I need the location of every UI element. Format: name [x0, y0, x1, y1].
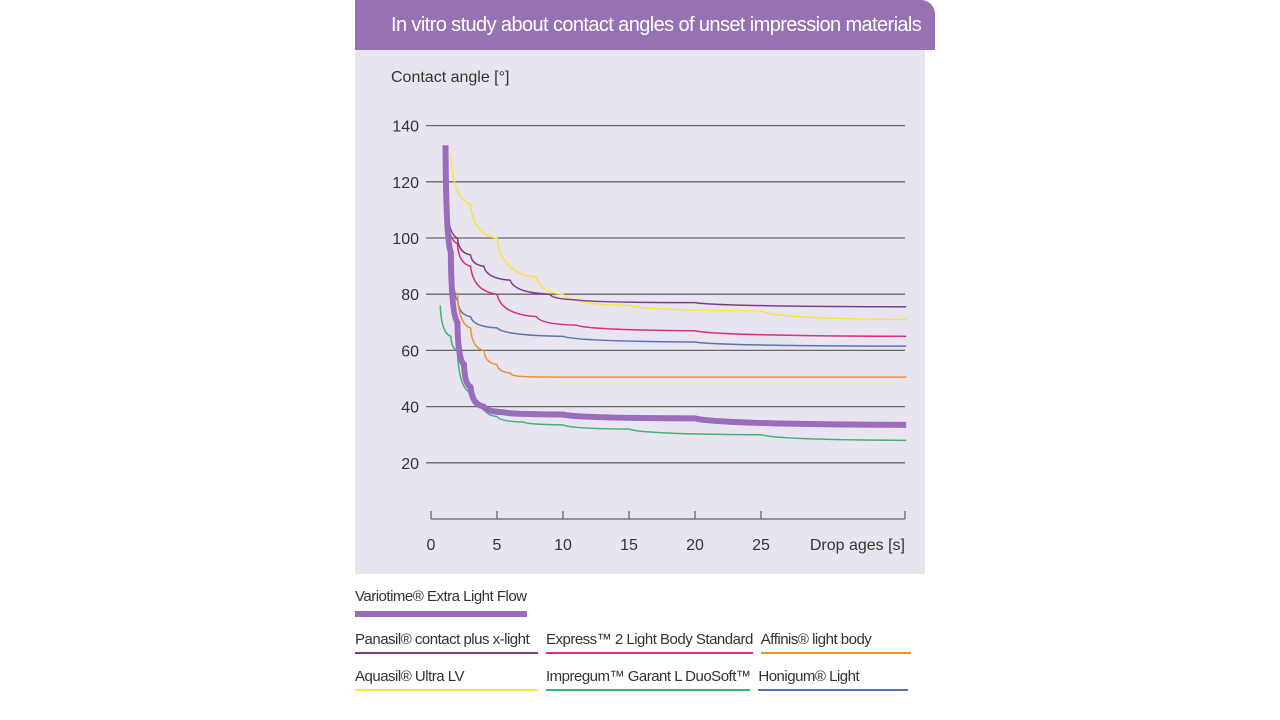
x-tick-label: 5 [493, 537, 502, 554]
legend-label: Variotime® Extra Light Flow [355, 588, 527, 605]
x-tick-label: 0 [427, 537, 436, 554]
series-line-6 [447, 187, 907, 347]
legend-swatch [355, 689, 538, 691]
series-line-1 [446, 201, 907, 308]
y-tick-label: 140 [392, 119, 419, 136]
y-tick-label: 120 [392, 175, 419, 192]
legend-label: Express™ 2 Light Body Standard [546, 631, 753, 648]
x-tick-label: 10 [554, 537, 572, 554]
chart-panel [355, 50, 925, 574]
y-tick-label: 40 [401, 400, 419, 417]
legend-item: Variotime® Extra Light Flow [355, 588, 527, 617]
legend-swatch [546, 652, 753, 654]
legend-swatch [355, 611, 527, 617]
legend-item: Affinis® light body [760, 631, 911, 654]
legend-item: Express™ 2 Light Body Standard [546, 631, 753, 654]
chart-title: In vitro study about contact angles of u… [355, 0, 935, 50]
y-tick-label: 60 [401, 343, 419, 360]
y-tick-label: 20 [401, 456, 419, 473]
y-tick-label: 100 [392, 231, 419, 248]
y-axis-label: Contact angle [°] [391, 69, 509, 86]
legend-item: Aquasil® Ultra LV [355, 668, 538, 691]
legend-row: Aquasil® Ultra LV Impregum™ Garant L DuoS… [355, 668, 930, 691]
series-line-4 [450, 153, 907, 321]
legend-label: Panasil® contact plus x-light [355, 631, 530, 648]
x-tick-label: 15 [620, 537, 638, 554]
legend-swatch [760, 652, 911, 654]
legend-label: Impregum™ Garant L DuoSoft™ [546, 668, 751, 685]
legend-swatch [355, 652, 538, 654]
series-line-0 [442, 145, 907, 428]
legend-label: Affinis® light body [760, 631, 872, 648]
legend-swatch [758, 689, 909, 691]
legend-item: Panasil® contact plus x-light [355, 631, 538, 654]
y-tick-label: 80 [401, 287, 419, 304]
x-tick-label: 20 [686, 537, 704, 554]
legend-item: Impregum™ Garant L DuoSoft™ [546, 668, 751, 691]
series-line-2 [446, 209, 907, 338]
legend-label: Honigum® Light [758, 668, 860, 685]
legend-item: Honigum® Light [758, 668, 909, 691]
x-tick-label: 25 [752, 537, 770, 554]
line-chart: Contact angle [°] 20 40 60 80 100 120 140 0 5 10 15… [391, 69, 907, 554]
legend-row: Variotime® Extra Light Flow [355, 588, 930, 617]
series-line-3 [448, 252, 907, 378]
x-axis-label: Drop ages [s] [810, 537, 905, 554]
legend-label: Aquasil® Ultra LV [355, 668, 465, 685]
legend-swatch [546, 689, 751, 691]
legend: Variotime® Extra Light Flow Panasil® cont… [355, 588, 930, 705]
legend-row: Panasil® contact plus x-light Express™ 2 … [355, 631, 930, 654]
